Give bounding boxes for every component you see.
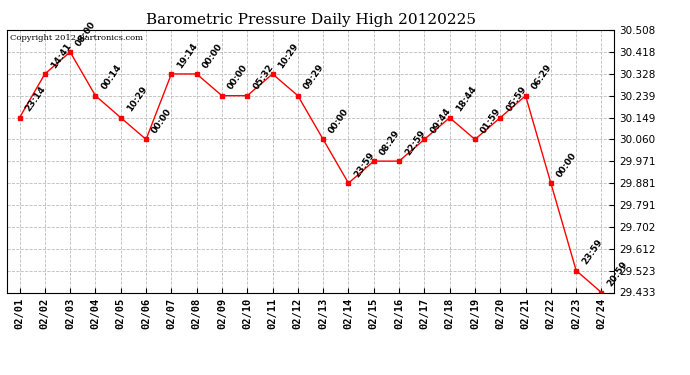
Text: 05:32: 05:32 <box>251 63 275 92</box>
Title: Barometric Pressure Daily High 20120225: Barometric Pressure Daily High 20120225 <box>146 13 475 27</box>
Text: 00:00: 00:00 <box>327 107 351 135</box>
Text: 01:59: 01:59 <box>479 106 503 135</box>
Text: 00:00: 00:00 <box>226 63 250 92</box>
Text: 00:00: 00:00 <box>555 151 578 179</box>
Text: 20:59: 20:59 <box>606 260 629 288</box>
Text: 10:29: 10:29 <box>125 85 149 114</box>
Text: 08:00: 08:00 <box>75 20 98 48</box>
Text: 19:14: 19:14 <box>175 41 199 70</box>
Text: 08:29: 08:29 <box>378 128 402 157</box>
Text: 05:59: 05:59 <box>504 85 529 114</box>
Text: 10:29: 10:29 <box>277 41 301 70</box>
Text: 18:44: 18:44 <box>454 85 477 114</box>
Text: 00:00: 00:00 <box>150 107 174 135</box>
Text: 23:59: 23:59 <box>353 150 377 179</box>
Text: 09:44: 09:44 <box>428 106 453 135</box>
Text: 00:00: 00:00 <box>201 42 224 70</box>
Text: Copyright 2012 Bartronics.com: Copyright 2012 Bartronics.com <box>10 34 143 42</box>
Text: 22:59: 22:59 <box>403 128 427 157</box>
Text: 14:41: 14:41 <box>49 41 73 70</box>
Text: 00:14: 00:14 <box>99 63 124 92</box>
Text: 06:29: 06:29 <box>530 63 553 92</box>
Text: 23:59: 23:59 <box>580 238 604 266</box>
Text: 09:29: 09:29 <box>302 63 326 92</box>
Text: 23:14: 23:14 <box>23 85 48 114</box>
